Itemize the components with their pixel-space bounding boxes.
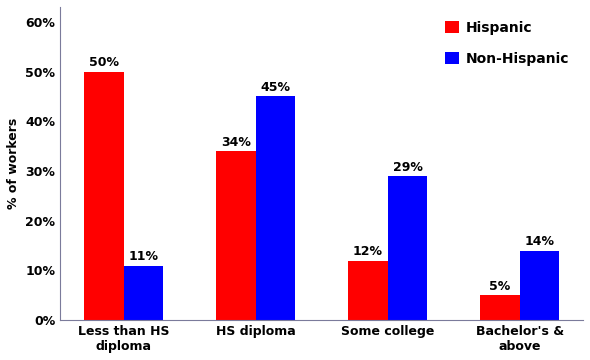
Y-axis label: % of workers: % of workers	[7, 118, 20, 209]
Bar	[216, 151, 255, 320]
Text: 29%: 29%	[392, 161, 422, 174]
Text: 5%: 5%	[489, 280, 510, 293]
Bar	[124, 266, 163, 320]
Bar	[348, 261, 388, 320]
Bar	[520, 251, 559, 320]
Bar	[480, 295, 520, 320]
Text: 45%: 45%	[261, 81, 290, 94]
Text: 11%: 11%	[129, 250, 159, 263]
Bar	[255, 96, 296, 320]
Legend: Hispanic, Non-Hispanic: Hispanic, Non-Hispanic	[438, 14, 576, 72]
Bar	[84, 72, 124, 320]
Text: 50%: 50%	[89, 56, 119, 69]
Text: 14%: 14%	[525, 235, 555, 248]
Text: 12%: 12%	[353, 245, 383, 258]
Bar	[388, 176, 427, 320]
Text: 34%: 34%	[221, 136, 251, 149]
